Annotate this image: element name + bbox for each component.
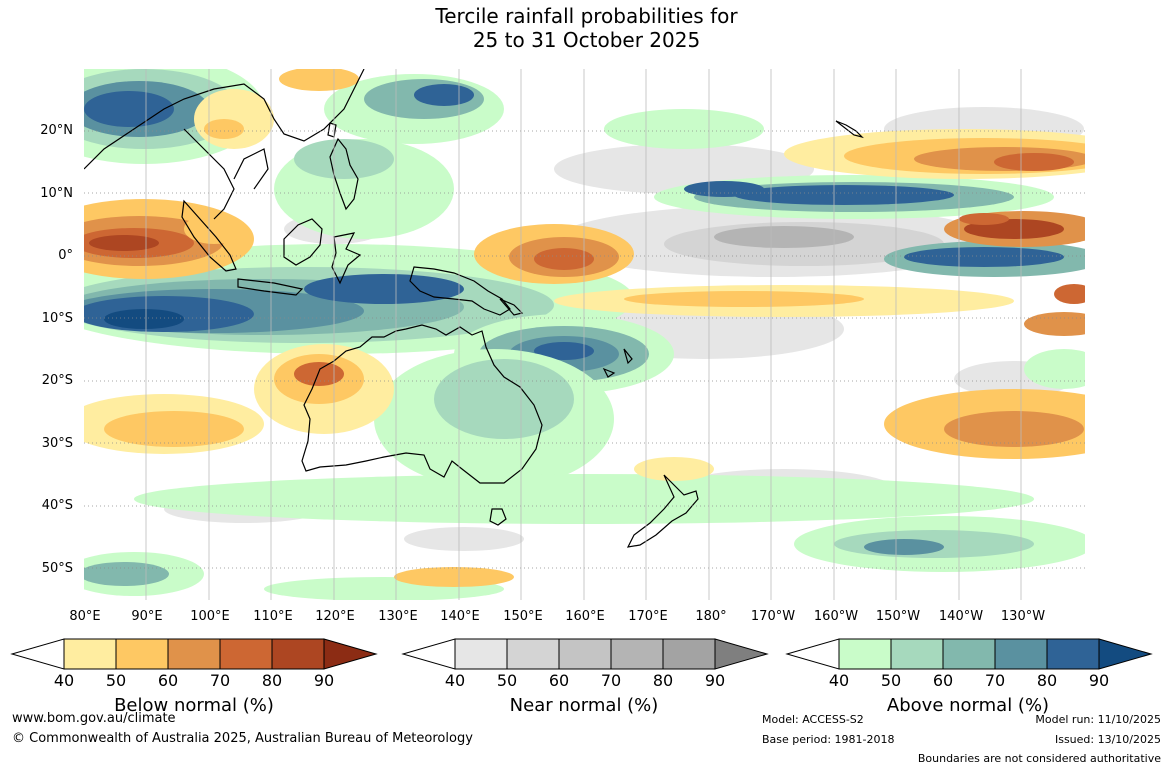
tick-label: 70	[984, 671, 1006, 690]
tick-label: 50	[105, 671, 127, 690]
model-run-text: Model run: 11/10/2025	[1035, 713, 1161, 726]
legend-swatch	[323, 638, 378, 670]
lon-label: 130°W	[1000, 609, 1046, 624]
legend-swatch	[454, 638, 508, 670]
lat-label: 20°N	[40, 123, 73, 138]
lat-label: 10°S	[41, 311, 73, 326]
lon-label: 170°E	[628, 609, 668, 624]
probability-map	[84, 69, 1085, 600]
legend-swatch	[610, 638, 664, 670]
lon-label: 90°E	[131, 609, 163, 624]
tick-label: 90	[313, 671, 335, 690]
tick-label: 40	[828, 671, 850, 690]
model-text: Model: ACCESS-S2	[762, 713, 864, 726]
lon-label: 180°	[695, 609, 727, 624]
near-normal-title: Near normal (%)	[509, 695, 659, 716]
gridlines	[84, 69, 1085, 600]
legend-swatch	[838, 638, 892, 670]
legend-swatch	[506, 638, 560, 670]
legend-swatch	[558, 638, 612, 670]
lon-label: 160°W	[813, 609, 859, 624]
legend-swatch	[271, 638, 325, 670]
lon-label: 150°E	[503, 609, 543, 624]
lat-label: 40°S	[41, 498, 73, 513]
title-line-1: Tercile rainfall probabilities for	[435, 4, 738, 28]
tick-label: 60	[932, 671, 954, 690]
lon-label: 140°E	[440, 609, 480, 624]
map-title: Tercile rainfall probabilities for 25 to…	[0, 4, 1173, 52]
lat-label: 0°	[58, 248, 73, 263]
legend-swatch	[1098, 638, 1153, 670]
title-line-2: 25 to 31 October 2025	[472, 28, 701, 52]
tick-label: 60	[157, 671, 179, 690]
lon-label: 170°W	[750, 609, 796, 624]
lon-label: 150°W	[875, 609, 921, 624]
tick-label: 40	[444, 671, 466, 690]
legend-swatch	[942, 638, 996, 670]
lon-label: 130°E	[378, 609, 418, 624]
legend-swatch	[714, 638, 769, 670]
below-normal-title: Below normal (%)	[114, 695, 274, 716]
copyright-text: © Commonwealth of Australia 2025, Austra…	[12, 731, 473, 746]
above-normal-colorbar	[785, 638, 1153, 670]
lat-label: 20°S	[41, 373, 73, 388]
tick-label: 70	[209, 671, 231, 690]
base-period-text: Base period: 1981-2018	[762, 733, 895, 746]
tick-label: 80	[1036, 671, 1058, 690]
issued-text: Issued: 13/10/2025	[1054, 733, 1161, 746]
lon-label: 80°E	[69, 609, 101, 624]
legend-swatch	[1046, 638, 1100, 670]
near-normal-colorbar	[401, 638, 769, 670]
legend-swatch	[219, 638, 273, 670]
legend-swatch	[167, 638, 221, 670]
below-normal-areas	[84, 69, 1085, 587]
tick-label: 80	[652, 671, 674, 690]
tick-label: 60	[548, 671, 570, 690]
legend-swatch	[662, 638, 716, 670]
tick-label: 50	[496, 671, 518, 690]
legend-swatch	[63, 638, 117, 670]
lon-label: 110°E	[253, 609, 293, 624]
tick-label: 50	[880, 671, 902, 690]
tick-label: 80	[261, 671, 283, 690]
tick-label: 40	[53, 671, 75, 690]
lat-label: 30°S	[41, 436, 73, 451]
lon-label: 160°E	[565, 609, 605, 624]
lon-label: 140°W	[938, 609, 984, 624]
lon-label: 100°E	[190, 609, 230, 624]
bom-url-link[interactable]: www.bom.gov.au/climate	[12, 711, 176, 726]
tick-label: 90	[1088, 671, 1110, 690]
above-normal-title: Above normal (%)	[886, 695, 1050, 716]
lat-label: 50°S	[41, 561, 73, 576]
tick-label: 90	[704, 671, 726, 690]
lat-label: 10°N	[40, 186, 73, 201]
disclaimer-text: Boundaries are not considered authoritat…	[917, 752, 1161, 765]
tick-label: 70	[600, 671, 622, 690]
legend-swatch	[115, 638, 169, 670]
legend-swatch	[994, 638, 1048, 670]
below-normal-colorbar	[10, 638, 378, 670]
lon-label: 120°E	[315, 609, 355, 624]
legend-swatch	[890, 638, 944, 670]
